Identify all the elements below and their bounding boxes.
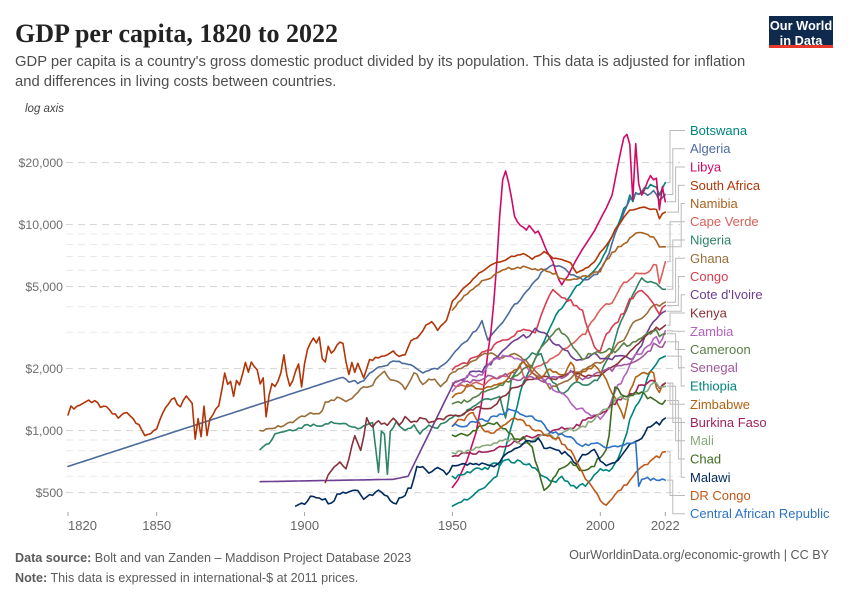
svg-text:Mali: Mali (690, 433, 714, 448)
svg-text:Senegal: Senegal (690, 360, 738, 375)
svg-text:Namibia: Namibia (690, 196, 738, 211)
svg-text:South Africa: South Africa (690, 178, 761, 193)
svg-text:Cape Verde: Cape Verde (690, 214, 759, 229)
svg-text:Cote d'Ivoire: Cote d'Ivoire (690, 287, 763, 302)
svg-text:Chad: Chad (690, 452, 721, 467)
svg-text:$500: $500 (36, 486, 64, 500)
svg-text:$5,000: $5,000 (25, 280, 63, 294)
svg-text:$1,000: $1,000 (25, 424, 63, 438)
svg-text:Burkina Faso: Burkina Faso (690, 415, 767, 430)
svg-text:Ethiopia: Ethiopia (690, 379, 738, 394)
svg-text:Algeria: Algeria (690, 141, 731, 156)
svg-text:1820: 1820 (68, 518, 97, 533)
svg-text:$10,000: $10,000 (19, 218, 64, 232)
svg-text:$20,000: $20,000 (19, 156, 64, 170)
svg-text:Kenya: Kenya (690, 306, 728, 321)
svg-text:$2,000: $2,000 (25, 362, 63, 376)
svg-text:1850: 1850 (142, 518, 171, 533)
svg-text:1900: 1900 (290, 518, 319, 533)
svg-text:DR Congo: DR Congo (690, 488, 751, 503)
svg-text:Congo: Congo (690, 269, 728, 284)
svg-text:Cameroon: Cameroon (690, 342, 751, 357)
svg-text:Central African Republic: Central African Republic (690, 506, 830, 521)
svg-text:2000: 2000 (586, 518, 615, 533)
svg-text:Malawi: Malawi (690, 470, 731, 485)
svg-text:Ghana: Ghana (690, 251, 730, 266)
svg-text:Zambia: Zambia (690, 324, 734, 339)
svg-text:Libya: Libya (690, 160, 722, 175)
svg-text:Nigeria: Nigeria (690, 233, 732, 248)
svg-text:1950: 1950 (438, 518, 467, 533)
svg-text:Zimbabwe: Zimbabwe (690, 397, 750, 412)
svg-text:Botswana: Botswana (690, 123, 748, 138)
svg-text:2022: 2022 (651, 518, 680, 533)
